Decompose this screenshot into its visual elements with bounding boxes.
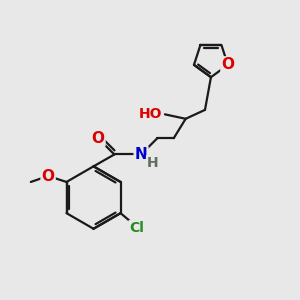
Text: H: H [147, 156, 158, 170]
Text: O: O [221, 57, 234, 72]
Text: N: N [135, 147, 148, 162]
Text: O: O [92, 130, 104, 146]
Text: Cl: Cl [130, 221, 144, 235]
Text: HO: HO [139, 107, 163, 121]
Text: O: O [42, 169, 55, 184]
